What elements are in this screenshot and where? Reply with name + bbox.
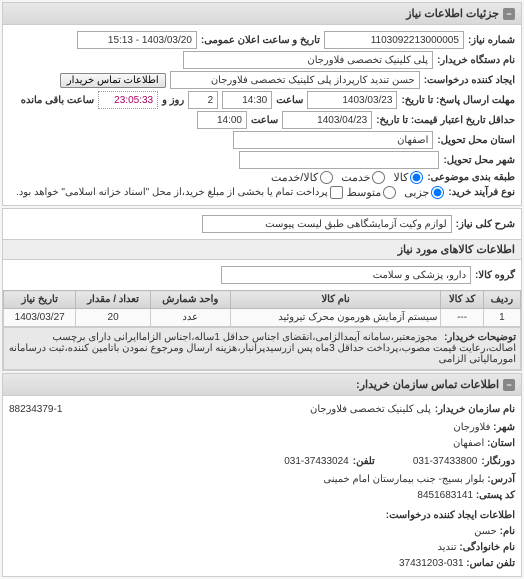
phone-value: 031-37433024 <box>284 454 349 470</box>
name-value: حسن <box>474 526 497 537</box>
treasury-checkbox-wrap[interactable]: پرداخت تمام یا بخشی از مبلغ خرید،از محل … <box>16 186 343 199</box>
buyer-description-row: توضیحات خریدار: مجوزمعتبر،سامانه آیمدالز… <box>3 327 521 370</box>
cell-name: سیستم آزمایش هورمون محرک تیروئید <box>230 309 441 327</box>
contact-phone-value: 031-37431203 <box>399 558 464 569</box>
remaining-time-field: 23:05:33 <box>98 91 158 109</box>
postal-label: کد پستی: <box>476 490 515 501</box>
delivery-city-label: شهر محل تحویل: <box>443 155 515 166</box>
radio-service-input[interactable] <box>372 171 385 184</box>
province-value: اصفهان <box>453 438 484 449</box>
creator-field: حسن تندید کارپرداز پلی کلینیک تخصصی فلاو… <box>170 71 420 89</box>
response-deadline-label: مهلت ارسال پاسخ: تا تاریخ: <box>401 95 515 106</box>
desc-value: مجوزمعتبر،سامانه آیمدالزامی،انقضای اجناس… <box>9 332 516 365</box>
address-value: بلوار بسیج- جنب بیمارستان امام خمینی <box>323 474 484 485</box>
desc-label: توضیحات خریدار: <box>444 332 516 343</box>
contact-buyer-button[interactable]: اطلاعات تماس خریدار <box>60 73 166 88</box>
fax-value: 031-37433800 <box>413 454 478 470</box>
delivery-city-field <box>239 151 439 169</box>
validity-date-field: 1403/04/23 <box>282 111 372 129</box>
city-label: شهر: <box>493 422 515 433</box>
purchase-note: پرداخت تمام یا بخشی از مبلغ خرید،از محل … <box>16 187 328 198</box>
need-title-label: شرح کلی نیاز: <box>456 219 515 230</box>
request-number-label: شماره نیاز: <box>468 35 515 46</box>
ext-value: 88234379-1 <box>9 402 62 418</box>
days-value-field: 2 <box>188 91 218 109</box>
collapse-icon[interactable]: − <box>503 8 515 20</box>
public-datetime-label: تاریخ و ساعت اعلان عمومی: <box>201 35 320 46</box>
radio-small-input[interactable] <box>431 186 444 199</box>
classification-label: طبقه بندی موضوعی: <box>427 172 515 183</box>
days-label: روز و <box>162 95 184 106</box>
contact-panel-header: − اطلاعات تماس سازمان خریدار: <box>3 374 521 396</box>
buyer-device-label: نام دستگاه خریدار: <box>437 55 515 66</box>
province-label: استان: <box>487 438 515 449</box>
radio-service[interactable]: خدمت <box>341 171 385 184</box>
collapse-icon-2[interactable]: − <box>503 379 515 391</box>
validity-deadline-label: حداقل تاریخ اعتبار قیمت: تا تاریخ: <box>376 115 515 126</box>
remaining-label: ساعت باقی مانده <box>21 95 94 106</box>
contact-panel-title: اطلاعات تماس سازمان خریدار: <box>356 378 499 391</box>
cell-unit: عدد <box>150 309 230 327</box>
panel-title: جزئیات اطلاعات نیاز <box>406 7 499 20</box>
time-label-1: ساعت <box>276 95 303 106</box>
radio-goods[interactable]: کالا <box>393 171 423 184</box>
radio-goods-input[interactable] <box>410 171 423 184</box>
need-title-field: لوازم وکیت آزمایشگاهی طبق لیست پیوست <box>202 215 452 233</box>
col-qty: تعداد / مقدار <box>76 291 150 309</box>
delivery-province-label: استان محل تحویل: <box>437 135 515 146</box>
cell-qty: 20 <box>76 309 150 327</box>
purchase-type-label: نوع فرآیند خرید: <box>448 187 515 198</box>
org-value: پلی کلینیک تخصصی فلاورجان <box>310 402 431 418</box>
radio-medium-input[interactable] <box>383 186 396 199</box>
cell-code: --- <box>441 309 483 327</box>
col-name: نام کالا <box>230 291 441 309</box>
radio-both-input[interactable] <box>320 171 333 184</box>
goods-table: ردیف کد کالا نام کالا واحد شمارش تعداد /… <box>3 290 521 327</box>
radio-medium[interactable]: متوسط <box>347 186 397 199</box>
col-row: ردیف <box>483 291 520 309</box>
radio-both[interactable]: کالا/خدمت <box>271 171 333 184</box>
buyer-device-field: پلی کلینیک تخصصی فلاورجان <box>183 51 433 69</box>
need-details-panel: − جزئیات اطلاعات نیاز شماره نیاز: 110309… <box>2 2 522 206</box>
need-description-panel: شرح کلی نیاز: لوازم وکیت آزمایشگاهی طبق … <box>2 208 522 371</box>
creator-info-header: اطلاعات ایجاد کننده درخواست: <box>9 508 515 524</box>
validity-time-field: 14:00 <box>197 111 247 129</box>
contact-phone-label: تلفن تماس: <box>466 558 515 569</box>
panel-header: − جزئیات اطلاعات نیاز <box>3 3 521 25</box>
buyer-contact-panel: − اطلاعات تماس سازمان خریدار: نام سازمان… <box>2 373 522 577</box>
col-unit: واحد شمارش <box>150 291 230 309</box>
table-row[interactable]: 1 --- سیستم آزمایش هورمون محرک تیروئید ع… <box>4 309 521 327</box>
response-time-field: 14:30 <box>222 91 272 109</box>
public-datetime-field: 1403/03/20 - 15:13 <box>77 31 197 49</box>
family-value: تندید <box>437 542 456 553</box>
group-field: دارو، پزشکی و سلامت <box>221 266 471 284</box>
creator-label: ایجاد کننده درخواست: <box>424 75 515 86</box>
delivery-province-field: اصفهان <box>233 131 433 149</box>
request-number-field: 1103092213000005 <box>324 31 464 49</box>
family-label: نام خانوادگی: <box>459 542 515 553</box>
name-label: نام: <box>500 526 515 537</box>
postal-value: 8451683141 <box>417 490 473 501</box>
group-label: گروه کالا: <box>475 270 515 281</box>
radio-small[interactable]: جزیی <box>404 186 444 199</box>
address-label: آدرس: <box>487 474 515 485</box>
org-label: نام سازمان خریدار: <box>435 402 515 418</box>
fax-label: دورنگار: <box>481 454 515 470</box>
col-code: کد کالا <box>441 291 483 309</box>
table-header-row: ردیف کد کالا نام کالا واحد شمارش تعداد /… <box>4 291 521 309</box>
phone-label: تلفن: <box>353 454 375 470</box>
treasury-checkbox[interactable] <box>330 186 343 199</box>
response-date-field: 1403/03/23 <box>307 91 397 109</box>
goods-info-header: اطلاعات کالاهای مورد نیاز <box>3 239 521 260</box>
city-value: فلاورجان <box>453 422 490 433</box>
purchase-type-radio-group: جزیی متوسط <box>347 186 445 199</box>
cell-rownum: 1 <box>483 309 520 327</box>
classification-radio-group: کالا خدمت کالا/خدمت <box>271 171 423 184</box>
time-label-2: ساعت <box>251 115 278 126</box>
contact-info-section: نام سازمان خریدار: پلی کلینیک تخصصی فلاو… <box>3 396 521 576</box>
cell-date: 1403/03/27 <box>4 309 76 327</box>
col-date: تاریخ نیاز <box>4 291 76 309</box>
